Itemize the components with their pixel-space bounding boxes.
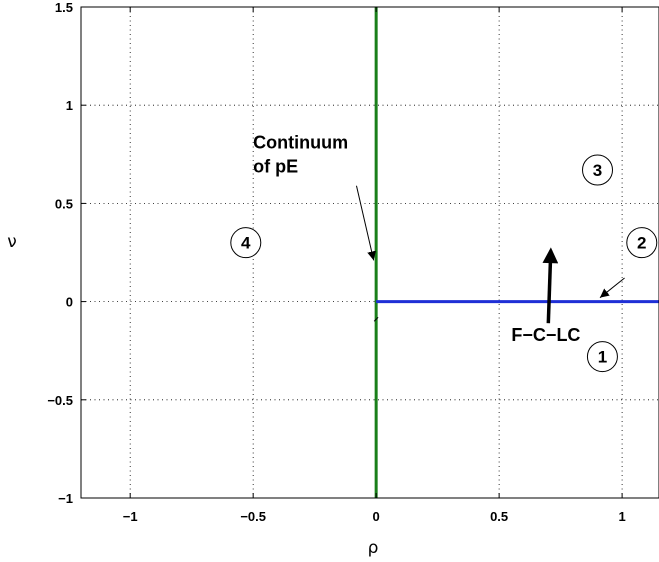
annotation-text-continuum: of pE xyxy=(253,156,298,176)
x-tick-label: −1 xyxy=(123,509,138,524)
series xyxy=(374,7,659,498)
x-tick-label: 1 xyxy=(618,509,625,524)
y-tick-label: −0.5 xyxy=(47,393,73,408)
x-tick-label: 0.5 xyxy=(490,509,508,524)
region-circle-3 xyxy=(582,154,614,186)
region-circle-4 xyxy=(230,227,262,259)
y-tick-label: 1.5 xyxy=(55,0,73,15)
region-label-1: 1 xyxy=(598,348,607,367)
annotation-arrow-fclc xyxy=(542,247,559,324)
x-axis-label: ρ xyxy=(368,538,379,558)
annotation-text-continuum: Continuum xyxy=(253,132,348,152)
annotation-arrow-region2 xyxy=(599,277,625,299)
region-label-4: 4 xyxy=(241,234,251,253)
x-tick-label: −0.5 xyxy=(240,509,266,524)
annotations: Continuum of pE F−C−LC xyxy=(253,132,625,345)
plot-frame xyxy=(80,6,659,499)
region-markers: 1 2 3 4 xyxy=(230,154,658,373)
annotation-text-fclc: F−C−LC xyxy=(511,325,580,345)
y-tick-label: 0 xyxy=(66,295,73,310)
y-tick-label: 1 xyxy=(66,98,73,113)
y-tick-label: −1 xyxy=(58,491,73,506)
region-circle-1 xyxy=(586,341,618,373)
region-circle-2 xyxy=(626,227,658,259)
y-axis-label: ν xyxy=(7,232,17,252)
annotation-arrow-continuum xyxy=(355,185,377,261)
x-tick-label: 0 xyxy=(373,509,380,524)
region-label-3: 3 xyxy=(593,161,602,180)
origin-marker xyxy=(373,316,379,322)
axis-ticks: −1 −0.5 0 0.5 1 −1 −0.5 0 0.5 1 1.5 xyxy=(47,0,625,524)
y-tick-label: 0.5 xyxy=(55,196,73,211)
region-label-2: 2 xyxy=(637,234,646,253)
